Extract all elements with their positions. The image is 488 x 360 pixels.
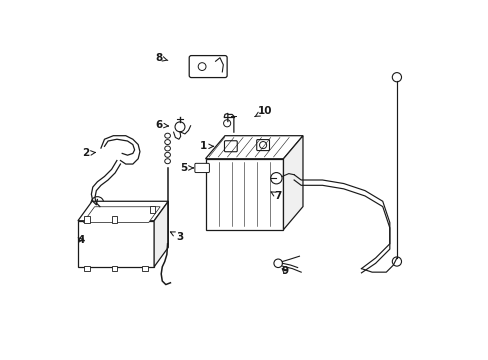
FancyBboxPatch shape <box>224 141 237 152</box>
Text: 6: 6 <box>155 120 168 130</box>
Polygon shape <box>78 201 168 221</box>
Text: 3: 3 <box>170 232 183 242</box>
Text: 2: 2 <box>82 148 95 158</box>
Polygon shape <box>205 136 303 159</box>
FancyBboxPatch shape <box>84 216 89 222</box>
Polygon shape <box>205 159 283 230</box>
Polygon shape <box>83 207 160 222</box>
Polygon shape <box>283 136 303 230</box>
FancyBboxPatch shape <box>84 266 89 271</box>
Text: 10: 10 <box>254 106 272 117</box>
FancyBboxPatch shape <box>149 206 155 213</box>
FancyBboxPatch shape <box>256 140 269 150</box>
Text: 7: 7 <box>270 191 281 201</box>
Polygon shape <box>78 221 154 267</box>
Polygon shape <box>154 201 168 267</box>
Text: 1: 1 <box>200 141 213 151</box>
Text: 5: 5 <box>180 163 193 173</box>
Text: 4: 4 <box>77 235 84 244</box>
FancyBboxPatch shape <box>195 163 209 172</box>
Text: 8: 8 <box>155 53 167 63</box>
Text: 9: 9 <box>281 266 288 276</box>
FancyBboxPatch shape <box>111 266 117 271</box>
FancyBboxPatch shape <box>189 55 226 77</box>
FancyBboxPatch shape <box>111 216 117 222</box>
FancyBboxPatch shape <box>142 266 148 271</box>
